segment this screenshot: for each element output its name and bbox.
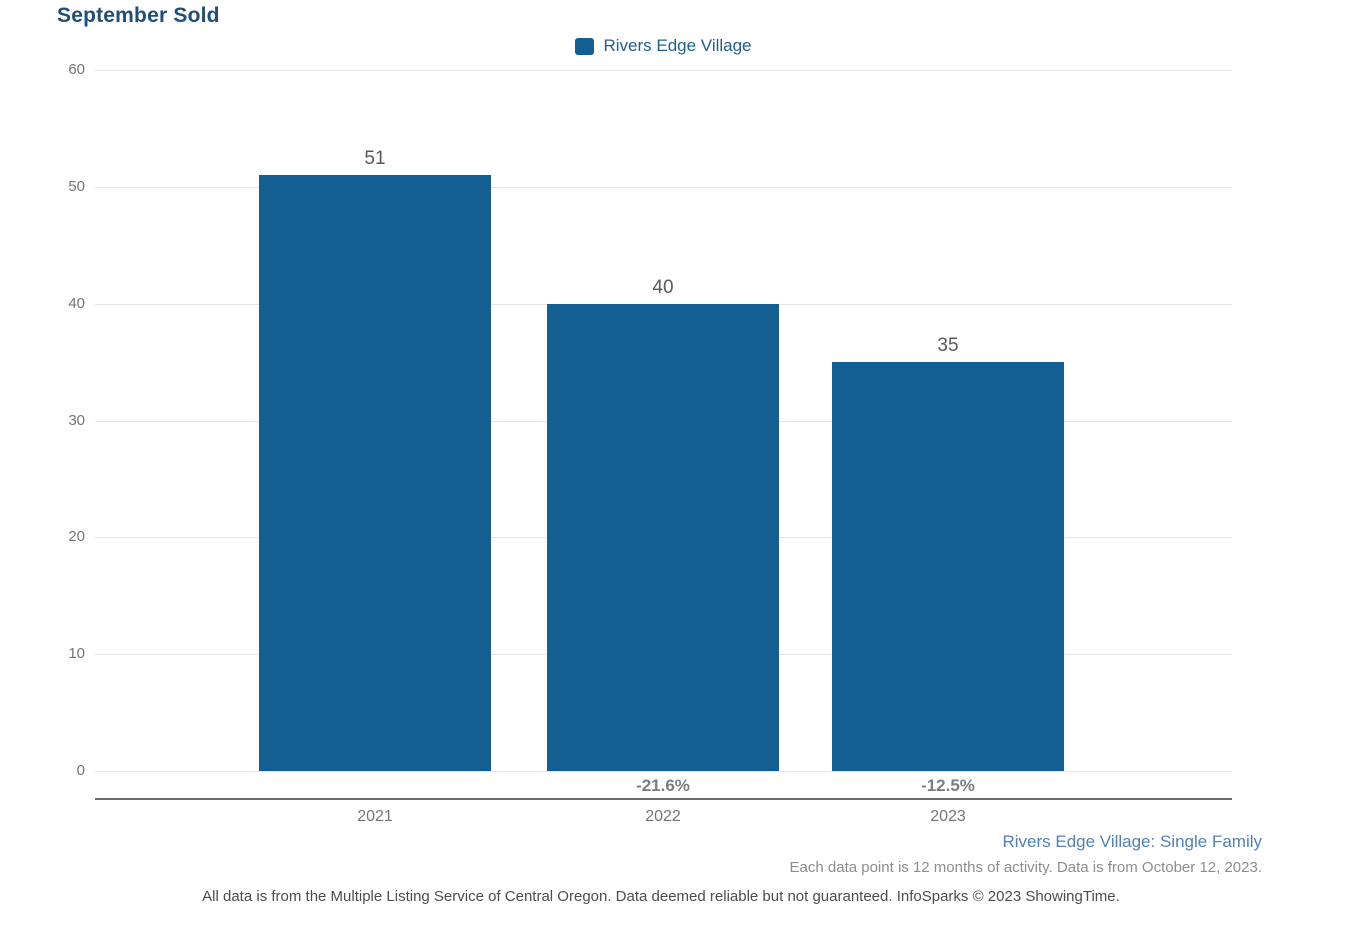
bar-2021[interactable] <box>259 175 491 771</box>
legend-swatch-icon <box>575 37 595 55</box>
bar-2023[interactable] <box>832 362 1064 771</box>
y-axis-tick-label: 20 <box>68 528 85 545</box>
x-axis-tick-label: 2022 <box>645 808 681 825</box>
activity-note: Each data point is 12 months of activity… <box>789 859 1262 876</box>
gridline-y50 <box>95 187 1232 188</box>
y-axis-tick-label: 10 <box>68 645 85 662</box>
y-axis-tick-label: 30 <box>68 412 85 429</box>
gridline-y60 <box>95 70 1232 71</box>
gridline-y0 <box>95 771 1232 772</box>
y-axis-tick-label: 0 <box>76 762 85 779</box>
legend-item-rivers-edge-village[interactable]: Rivers Edge Village <box>575 36 752 56</box>
pct-change-label: -12.5% <box>921 776 975 795</box>
x-axis-tick-label: 2023 <box>930 808 966 825</box>
y-axis-tick-label: 50 <box>68 178 85 195</box>
bar-value-label: 51 <box>364 148 386 169</box>
disclaimer: All data is from the Multiple Listing Se… <box>202 888 1120 905</box>
x-axis-line <box>95 798 1232 800</box>
series-note: Rivers Edge Village: Single Family <box>1002 832 1262 851</box>
legend: Rivers Edge Village <box>95 36 1232 60</box>
legend-label: Rivers Edge Village <box>603 36 752 55</box>
bar-value-label: 35 <box>937 335 959 356</box>
pct-change-label: -21.6% <box>636 776 690 795</box>
y-axis-tick-label: 60 <box>68 61 85 78</box>
chart-title: September Sold <box>57 4 220 27</box>
y-axis-tick-label: 40 <box>68 295 85 312</box>
bar-2022[interactable] <box>547 304 779 771</box>
x-axis-tick-label: 2021 <box>357 808 393 825</box>
bar-value-label: 40 <box>652 277 674 298</box>
